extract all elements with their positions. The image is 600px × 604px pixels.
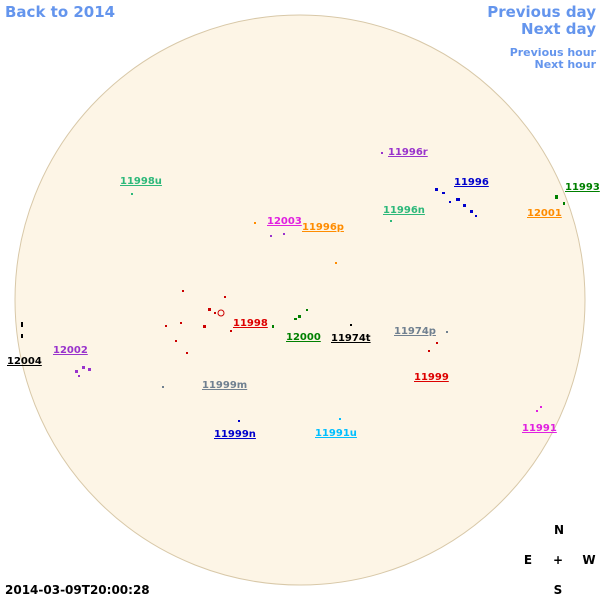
region-label[interactable]: 11996p bbox=[302, 222, 344, 233]
region-label[interactable]: 12003 bbox=[267, 216, 302, 227]
next-hour-link[interactable]: Next hour bbox=[535, 58, 597, 71]
timestamp: 2014-03-09T20:00:28 bbox=[5, 583, 150, 597]
next-day-link[interactable]: Next day bbox=[521, 20, 596, 38]
region-label[interactable]: 11991u bbox=[315, 428, 357, 439]
region-label[interactable]: 11996 bbox=[454, 177, 489, 188]
compass-center: + bbox=[553, 553, 563, 567]
region-label[interactable]: 11996r bbox=[388, 147, 428, 158]
compass-west: W bbox=[582, 553, 595, 567]
region-label[interactable]: 11993 bbox=[565, 182, 600, 193]
compass-north: N bbox=[554, 523, 564, 537]
sunspots bbox=[21, 152, 565, 422]
region-label[interactable]: 11999n bbox=[214, 429, 256, 440]
previous-day-link[interactable]: Previous day bbox=[487, 3, 596, 21]
compass-south: S bbox=[554, 583, 563, 597]
region-label[interactable]: 12001 bbox=[527, 208, 562, 219]
region-label[interactable]: 11996n bbox=[383, 205, 425, 216]
region-label[interactable]: 11991 bbox=[522, 423, 557, 434]
solar-disk bbox=[14, 14, 586, 586]
region-label[interactable]: 11999 bbox=[414, 372, 449, 383]
region-label[interactable]: 12002 bbox=[53, 345, 88, 356]
region-label[interactable]: 12000 bbox=[286, 332, 321, 343]
back-link[interactable]: Back to 2014 bbox=[5, 3, 115, 21]
previous-hour-link[interactable]: Previous hour bbox=[510, 46, 597, 59]
region-label[interactable]: 12004 bbox=[7, 356, 42, 367]
compass-east: E bbox=[524, 553, 532, 567]
region-label[interactable]: 11998 bbox=[233, 318, 268, 329]
region-label[interactable]: 11974p bbox=[394, 326, 436, 337]
region-label[interactable]: 11974t bbox=[331, 333, 371, 344]
region-label[interactable]: 11998u bbox=[120, 176, 162, 187]
region-label[interactable]: 11999m bbox=[202, 380, 247, 391]
